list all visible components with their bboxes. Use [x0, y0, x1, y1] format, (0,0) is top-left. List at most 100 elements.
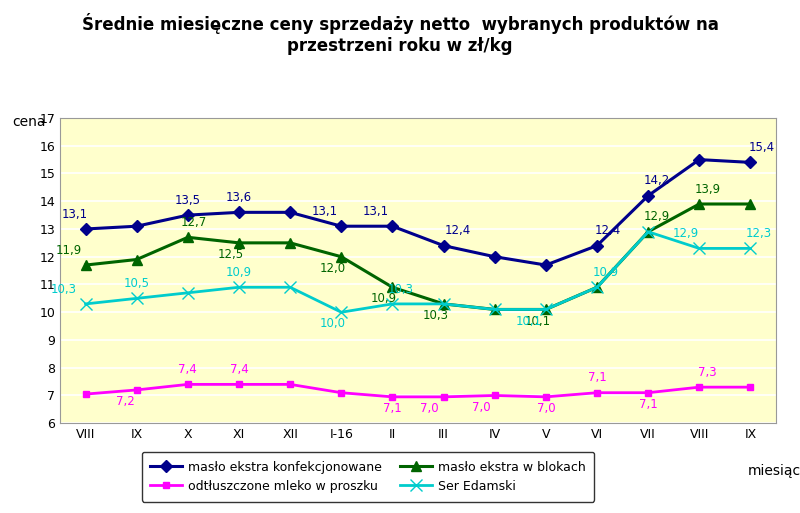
masło ekstra w blokach	[234, 240, 244, 246]
odtłuszczone mleko w proszku	[388, 394, 398, 400]
masło ekstra konfekcjonowane	[643, 192, 653, 199]
Text: 7,1: 7,1	[383, 402, 402, 415]
Text: 7,1: 7,1	[638, 398, 658, 411]
Text: 10,3: 10,3	[50, 283, 76, 295]
odtłuszczone mleko w proszku	[81, 391, 90, 397]
Text: 7,0: 7,0	[471, 401, 490, 413]
masło ekstra w blokach	[592, 284, 602, 290]
Text: 12,3: 12,3	[746, 227, 772, 240]
Ser Edamski	[183, 290, 193, 296]
Text: 13,1: 13,1	[311, 205, 338, 218]
masło ekstra w blokach	[81, 262, 90, 268]
odtłuszczone mleko w proszku	[592, 390, 602, 396]
odtłuszczone mleko w proszku	[746, 384, 755, 390]
masło ekstra konfekcjonowane	[337, 223, 346, 229]
odtłuszczone mleko w proszku	[132, 387, 142, 393]
Text: 12,4: 12,4	[444, 224, 470, 238]
Ser Edamski	[132, 295, 142, 302]
Text: 7,3: 7,3	[698, 366, 717, 379]
masło ekstra w blokach	[643, 229, 653, 235]
Text: 7,2: 7,2	[116, 395, 135, 408]
Text: 12,7: 12,7	[180, 216, 206, 229]
masło ekstra w blokach	[183, 234, 193, 241]
Text: 13,1: 13,1	[362, 205, 389, 218]
Text: 13,9: 13,9	[694, 183, 721, 195]
odtłuszczone mleko w proszku	[286, 381, 295, 387]
masło ekstra w blokach	[388, 284, 398, 290]
Text: 12,9: 12,9	[643, 210, 670, 224]
Ser Edamski	[694, 245, 704, 251]
masło ekstra konfekcjonowane	[183, 212, 193, 218]
Text: 12,0: 12,0	[320, 262, 346, 275]
Text: 14,2: 14,2	[643, 174, 670, 187]
Text: 10,9: 10,9	[592, 266, 618, 279]
Ser Edamski	[746, 245, 755, 251]
masło ekstra konfekcjonowane	[286, 209, 295, 215]
masło ekstra konfekcjonowane	[81, 226, 90, 232]
Ser Edamski	[592, 284, 602, 290]
Ser Edamski	[388, 301, 398, 307]
Text: 12,5: 12,5	[218, 248, 244, 261]
Text: 10,3: 10,3	[388, 283, 414, 295]
Text: Średnie miesięczne ceny sprzedaży netto  wybranych produktów na
przestrzeni roku: Średnie miesięczne ceny sprzedaży netto …	[82, 13, 718, 54]
Text: miesiąc: miesiąc	[748, 464, 800, 478]
Line: Ser Edamski: Ser Edamski	[80, 226, 756, 318]
masło ekstra w blokach	[286, 240, 295, 246]
masło ekstra konfekcjonowane	[234, 209, 244, 215]
Ser Edamski	[286, 284, 295, 290]
Text: 10,9: 10,9	[371, 292, 397, 305]
Text: 7,1: 7,1	[588, 371, 606, 384]
Text: 7,0: 7,0	[537, 402, 555, 415]
masło ekstra konfekcjonowane	[132, 223, 142, 229]
Ser Edamski	[541, 306, 550, 312]
Text: 10,5: 10,5	[124, 277, 150, 290]
Text: 10,0: 10,0	[320, 317, 346, 330]
Text: 13,6: 13,6	[226, 191, 252, 204]
Text: 13,1: 13,1	[62, 208, 87, 221]
Text: cena: cena	[12, 115, 46, 129]
masło ekstra konfekcjonowane	[746, 160, 755, 166]
masło ekstra konfekcjonowane	[490, 253, 499, 260]
masło ekstra konfekcjonowane	[541, 262, 550, 268]
Line: masło ekstra w blokach: masło ekstra w blokach	[81, 199, 755, 314]
Ser Edamski	[438, 301, 448, 307]
Ser Edamski	[490, 306, 499, 312]
odtłuszczone mleko w proszku	[541, 394, 550, 400]
Line: odtłuszczone mleko w proszku: odtłuszczone mleko w proszku	[82, 381, 754, 400]
Text: 10,1: 10,1	[525, 314, 550, 327]
masło ekstra w blokach	[490, 306, 499, 312]
odtłuszczone mleko w proszku	[694, 384, 704, 390]
masło ekstra w blokach	[541, 306, 550, 312]
masło ekstra konfekcjonowane	[694, 156, 704, 163]
masło ekstra w blokach	[746, 201, 755, 207]
masło ekstra konfekcjonowane	[438, 243, 448, 249]
Text: 10,3: 10,3	[422, 309, 448, 322]
Line: masło ekstra konfekcjonowane: masło ekstra konfekcjonowane	[82, 155, 754, 269]
odtłuszczone mleko w proszku	[490, 392, 499, 399]
Text: 10,9: 10,9	[226, 266, 252, 279]
masło ekstra w blokach	[337, 253, 346, 260]
Legend: masło ekstra konfekcjonowane, odtłuszczone mleko w proszku, masło ekstra w bloka: masło ekstra konfekcjonowane, odtłuszczo…	[142, 452, 594, 502]
Text: 11,9: 11,9	[56, 244, 82, 256]
Text: 13,5: 13,5	[175, 194, 201, 207]
Ser Edamski	[643, 229, 653, 235]
odtłuszczone mleko w proszku	[643, 390, 653, 396]
odtłuszczone mleko w proszku	[337, 390, 346, 396]
masło ekstra w blokach	[694, 201, 704, 207]
masło ekstra konfekcjonowane	[388, 223, 398, 229]
odtłuszczone mleko w proszku	[234, 381, 244, 387]
Ser Edamski	[234, 284, 244, 290]
Text: 12,4: 12,4	[595, 224, 622, 238]
Text: 7,4: 7,4	[230, 363, 248, 376]
Text: 10,1: 10,1	[516, 314, 542, 327]
masło ekstra w blokach	[438, 301, 448, 307]
Ser Edamski	[81, 301, 90, 307]
odtłuszczone mleko w proszku	[438, 394, 448, 400]
odtłuszczone mleko w proszku	[183, 381, 193, 387]
Text: 7,4: 7,4	[178, 363, 198, 376]
masło ekstra w blokach	[132, 256, 142, 263]
Text: 7,0: 7,0	[420, 402, 439, 415]
Text: 12,9: 12,9	[672, 227, 698, 240]
Ser Edamski	[337, 309, 346, 315]
Text: 15,4: 15,4	[749, 141, 774, 154]
